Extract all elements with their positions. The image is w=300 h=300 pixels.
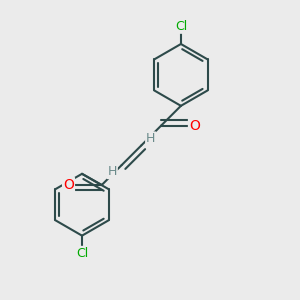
Text: O: O bbox=[63, 178, 74, 192]
Text: O: O bbox=[189, 118, 200, 133]
Text: Cl: Cl bbox=[76, 247, 88, 260]
Text: H: H bbox=[146, 132, 155, 146]
Text: H: H bbox=[107, 165, 117, 178]
Text: Cl: Cl bbox=[175, 20, 187, 33]
